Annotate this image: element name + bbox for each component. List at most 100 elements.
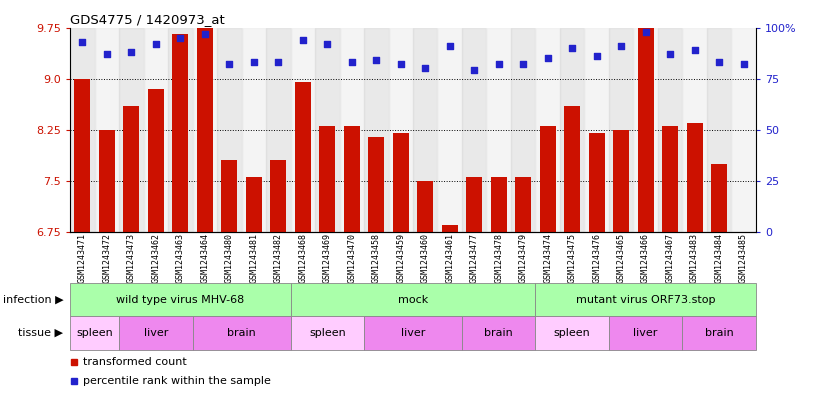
- Bar: [613, 130, 629, 232]
- Text: spleen: spleen: [553, 328, 591, 338]
- Point: [150, 41, 163, 47]
- Bar: [657, 28, 682, 232]
- Point: [468, 67, 481, 73]
- Bar: [462, 316, 535, 350]
- Point: [125, 49, 138, 55]
- Bar: [246, 177, 262, 232]
- Bar: [119, 316, 192, 350]
- Bar: [270, 160, 287, 232]
- Bar: [291, 28, 315, 232]
- Point: [615, 43, 628, 49]
- Bar: [242, 28, 266, 232]
- Point: [566, 45, 579, 51]
- Bar: [192, 28, 217, 232]
- Point: [370, 57, 383, 63]
- Bar: [70, 283, 291, 316]
- Bar: [339, 28, 364, 232]
- Bar: [564, 106, 580, 232]
- Bar: [148, 89, 164, 232]
- Bar: [344, 126, 360, 232]
- Bar: [70, 316, 119, 350]
- Point: [541, 55, 554, 61]
- Text: brain: brain: [484, 328, 513, 338]
- Point: [443, 43, 456, 49]
- Bar: [662, 126, 678, 232]
- Bar: [589, 133, 605, 232]
- Bar: [686, 123, 703, 232]
- Point: [419, 65, 432, 72]
- Bar: [320, 126, 335, 232]
- Text: liver: liver: [144, 328, 169, 338]
- Point: [76, 39, 89, 45]
- Bar: [711, 164, 727, 232]
- Point: [345, 59, 358, 65]
- Bar: [491, 177, 506, 232]
- Bar: [364, 28, 388, 232]
- Text: spleen: spleen: [76, 328, 113, 338]
- Text: tissue ▶: tissue ▶: [18, 328, 64, 338]
- Point: [223, 61, 236, 68]
- Point: [247, 59, 260, 65]
- Point: [590, 53, 603, 59]
- Point: [516, 61, 529, 68]
- Bar: [119, 28, 144, 232]
- Bar: [634, 28, 657, 232]
- Bar: [682, 28, 707, 232]
- Bar: [99, 130, 115, 232]
- Text: mutant virus ORF73.stop: mutant virus ORF73.stop: [576, 295, 715, 305]
- Bar: [462, 28, 487, 232]
- Bar: [515, 177, 531, 232]
- Bar: [144, 28, 169, 232]
- Point: [713, 59, 726, 65]
- Bar: [169, 28, 192, 232]
- Bar: [123, 106, 140, 232]
- Text: percentile rank within the sample: percentile rank within the sample: [83, 376, 270, 386]
- Bar: [417, 181, 433, 232]
- Text: wild type virus MHV-68: wild type virus MHV-68: [116, 295, 244, 305]
- Bar: [535, 283, 756, 316]
- Point: [737, 61, 750, 68]
- Point: [688, 47, 701, 53]
- Bar: [221, 160, 237, 232]
- Bar: [388, 28, 413, 232]
- Bar: [95, 28, 119, 232]
- Point: [663, 51, 676, 57]
- Point: [320, 41, 334, 47]
- Bar: [291, 316, 364, 350]
- Point: [272, 59, 285, 65]
- Text: mock: mock: [398, 295, 428, 305]
- Bar: [585, 28, 609, 232]
- Bar: [560, 28, 585, 232]
- Bar: [197, 28, 213, 232]
- Text: brain: brain: [705, 328, 733, 338]
- Point: [297, 37, 310, 43]
- Bar: [609, 316, 682, 350]
- Bar: [535, 28, 560, 232]
- Bar: [535, 316, 609, 350]
- Bar: [511, 28, 535, 232]
- Bar: [70, 28, 95, 232]
- Bar: [217, 28, 242, 232]
- Text: liver: liver: [634, 328, 657, 338]
- Text: liver: liver: [401, 328, 425, 338]
- Bar: [413, 28, 438, 232]
- Bar: [466, 177, 482, 232]
- Point: [639, 28, 653, 35]
- Bar: [487, 28, 511, 232]
- Bar: [707, 28, 731, 232]
- Point: [394, 61, 407, 68]
- Bar: [539, 126, 556, 232]
- Point: [492, 61, 506, 68]
- Bar: [442, 225, 458, 232]
- Point: [198, 31, 211, 37]
- Bar: [315, 28, 339, 232]
- Bar: [393, 133, 409, 232]
- Bar: [364, 316, 462, 350]
- Bar: [682, 316, 756, 350]
- Bar: [368, 136, 384, 232]
- Bar: [74, 79, 90, 232]
- Bar: [192, 316, 291, 350]
- Bar: [295, 82, 311, 232]
- Bar: [609, 28, 634, 232]
- Bar: [173, 34, 188, 232]
